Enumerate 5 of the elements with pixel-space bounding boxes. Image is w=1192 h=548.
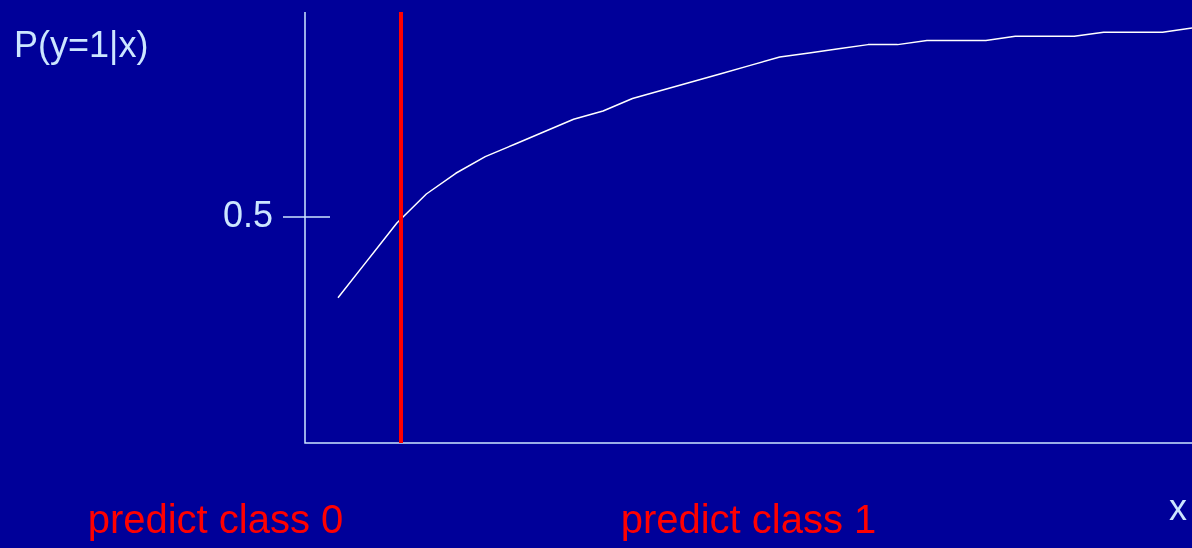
text: predict class 1 [620,497,877,542]
text: 0.5 [222,193,273,235]
y-axis-title: P(y=1|x) [14,23,149,65]
text: predict class 0 [87,497,344,542]
x-axis-title: x [1169,486,1187,528]
